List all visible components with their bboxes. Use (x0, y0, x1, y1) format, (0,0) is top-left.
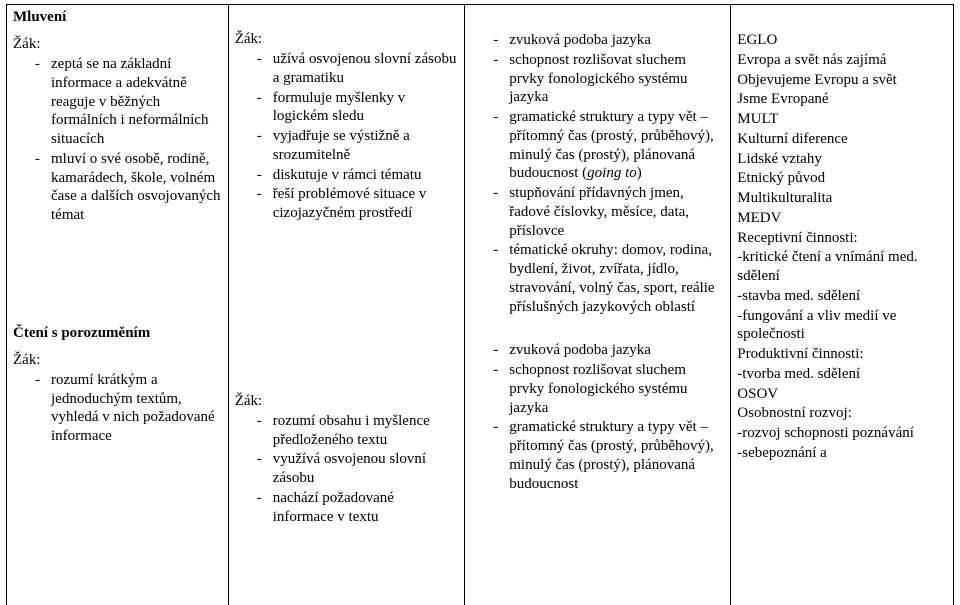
zak-label: Žák: (13, 36, 222, 53)
list-item: řeší problémové situace v cizojazyčném p… (257, 185, 459, 223)
list-item: formuluje myšlenky v logickém sledu (257, 89, 459, 127)
text-line: Produktivní činnosti: (737, 345, 947, 364)
section-heading-cteni: Čtení s porozuměním (13, 325, 222, 342)
text-line: -tvorba med. sdělení (737, 365, 947, 384)
page: { "col1": { "heading": "Mluvení", "zak":… (0, 0, 960, 605)
list-item: tématické okruhy: domov, rodina, bydlení… (493, 241, 724, 316)
list-item: gramatické struktury a typy vět – přítom… (493, 108, 724, 183)
list-item: stupňování přídavných jmen, řadové číslo… (493, 184, 724, 240)
text-line: Lidské vztahy (737, 150, 947, 169)
list-item: zeptá se na základní informace a adekvát… (35, 55, 222, 149)
text-line: EGLO (737, 31, 947, 50)
zak-label: Žák: (235, 393, 459, 410)
text-line: -rozvoj schopnosti poznávání (737, 424, 947, 443)
text-line: Osobnostní rozvoj: (737, 404, 947, 423)
list-item: zvuková podoba jazyka (493, 31, 724, 50)
text-line: Etnický původ (737, 169, 947, 188)
text-line: MULT (737, 110, 947, 129)
list-item: mluví o své osobě, rodině, kamarádech, š… (35, 150, 222, 225)
text-line: Jsme Evropané (737, 90, 947, 109)
text-line: Multikulturalita (737, 189, 947, 208)
list-item: vyjadřuje se výstižně a srozumitelně (257, 127, 459, 165)
list-item: zvuková podoba jazyka (493, 341, 724, 360)
text-line: Evropa a svět nás zajímá (737, 51, 947, 70)
bullet-list: užívá osvojenou slovní zásobu a gramatik… (235, 50, 459, 223)
column-1: Mluvení Žák: zeptá se na základní inform… (7, 5, 229, 605)
list-item: rozumí obsahu i myšlence předloženého te… (257, 412, 459, 450)
text-line: -sebepoznání a (737, 444, 947, 463)
column-4: EGLO Evropa a svět nás zajímá Objevujeme… (731, 5, 953, 605)
list-item: diskutuje v rámci tématu (257, 166, 459, 185)
bullet-list: zvuková podoba jazyka schopnost rozlišov… (471, 341, 724, 493)
text-line: MEDV (737, 209, 947, 228)
text-line: -fungování a vliv medií ve společnosti (737, 307, 947, 345)
text-line: -stavba med. sdělení (737, 287, 947, 306)
table: Mluvení Žák: zeptá se na základní inform… (6, 4, 954, 605)
text-line: -kritické čtení a vnímání med. sdělení (737, 248, 947, 286)
bullet-list: zeptá se na základní informace a adekvát… (13, 55, 222, 225)
text-line: Receptivní činnosti: (737, 229, 947, 248)
bullet-list: zvuková podoba jazyka schopnost rozlišov… (471, 31, 724, 316)
list-item: schopnost rozlišovat sluchem prvky fonol… (493, 51, 724, 107)
list-item: gramatické struktury a typy vět – přítom… (493, 418, 724, 493)
text-line: Kulturní diference (737, 130, 947, 149)
zak-label: Žák: (235, 31, 459, 48)
list-item: užívá osvojenou slovní zásobu a gramatik… (257, 50, 459, 88)
zak-label: Žák: (13, 352, 222, 369)
section-heading-mluveni: Mluvení (13, 9, 222, 26)
list-item: rozumí krátkým a jednoduchým textům, vyh… (35, 371, 222, 446)
text-line: OSOV (737, 385, 947, 404)
list-item: nachází požadované informace v textu (257, 489, 459, 527)
bullet-list: rozumí krátkým a jednoduchým textům, vyh… (13, 371, 222, 446)
column-3: zvuková podoba jazyka schopnost rozlišov… (465, 5, 731, 605)
bullet-list: rozumí obsahu i myšlence předloženého te… (235, 412, 459, 527)
text-line: Objevujeme Evropu a svět (737, 71, 947, 90)
column-2: Žák: užívá osvojenou slovní zásobu a gra… (229, 5, 466, 605)
list-item: schopnost rozlišovat sluchem prvky fonol… (493, 361, 724, 417)
list-item: využívá osvojenou slovní zásobu (257, 450, 459, 488)
